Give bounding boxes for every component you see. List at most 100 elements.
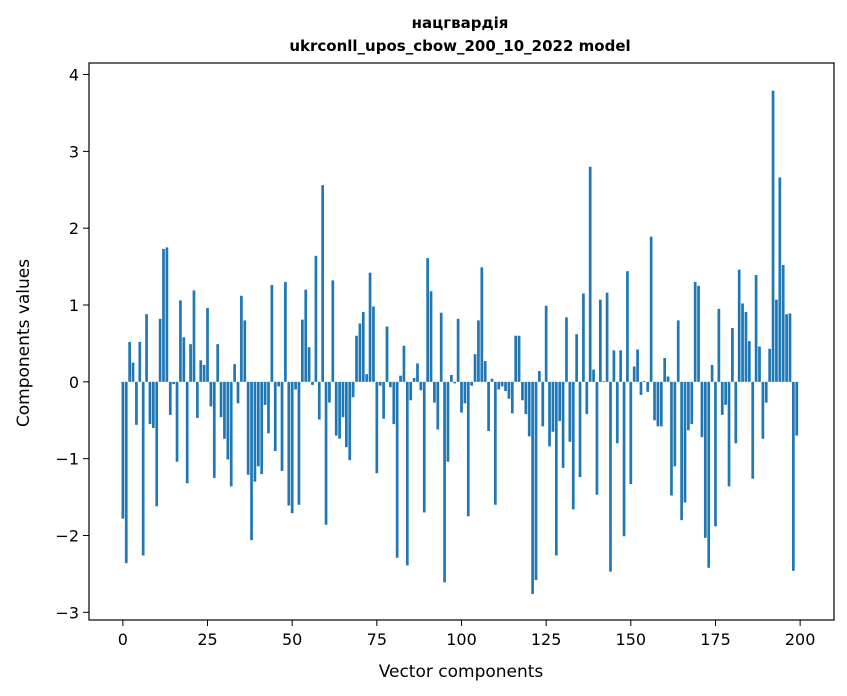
bar bbox=[473, 354, 477, 382]
bar bbox=[324, 381, 328, 525]
bar bbox=[656, 381, 660, 427]
bar bbox=[223, 381, 226, 439]
bar bbox=[372, 306, 375, 382]
bar bbox=[737, 269, 741, 382]
bar bbox=[256, 381, 260, 467]
bar bbox=[121, 381, 125, 519]
bar bbox=[714, 381, 717, 527]
bar bbox=[199, 360, 203, 382]
bar bbox=[568, 381, 572, 442]
bar bbox=[233, 364, 236, 382]
x-tick-label: 75 bbox=[367, 630, 387, 649]
bar bbox=[422, 381, 426, 513]
bar bbox=[449, 374, 453, 382]
bar bbox=[761, 381, 765, 439]
bar bbox=[541, 381, 545, 427]
bar bbox=[179, 300, 182, 382]
bar bbox=[317, 381, 321, 420]
bar bbox=[544, 305, 548, 382]
bar bbox=[182, 337, 186, 382]
bar bbox=[338, 381, 341, 439]
bar bbox=[731, 328, 734, 382]
bar bbox=[402, 345, 406, 382]
bar bbox=[636, 349, 639, 382]
bar bbox=[575, 334, 578, 382]
bar bbox=[578, 381, 582, 478]
bar bbox=[521, 381, 524, 401]
bar bbox=[470, 381, 474, 386]
bar bbox=[382, 381, 385, 419]
bar bbox=[517, 335, 521, 382]
bar bbox=[690, 381, 694, 425]
bar bbox=[659, 381, 663, 427]
bar bbox=[561, 381, 565, 468]
chart-subtitle: ukrconll_upos_cbow_200_10_2022 model bbox=[289, 37, 630, 55]
bar bbox=[626, 271, 629, 382]
bar bbox=[392, 381, 396, 425]
bar bbox=[598, 299, 602, 382]
bar bbox=[585, 381, 589, 415]
bar bbox=[507, 381, 511, 399]
bar bbox=[548, 381, 551, 447]
bar bbox=[632, 366, 636, 382]
x-tick-label: 25 bbox=[197, 630, 217, 649]
bar bbox=[747, 341, 751, 382]
bar bbox=[778, 177, 782, 382]
bar bbox=[768, 348, 772, 382]
bar bbox=[192, 290, 196, 382]
bar bbox=[226, 381, 230, 460]
bars-group bbox=[121, 90, 799, 594]
bar bbox=[514, 335, 518, 382]
bar bbox=[453, 381, 457, 384]
bar bbox=[683, 381, 687, 503]
bar bbox=[375, 381, 379, 474]
x-tick-label: 175 bbox=[700, 630, 731, 649]
bar bbox=[500, 381, 504, 387]
bar bbox=[612, 350, 616, 382]
y-tick-label: 2 bbox=[69, 219, 79, 238]
bar bbox=[433, 381, 436, 403]
y-tick-label: 1 bbox=[69, 296, 79, 315]
bar bbox=[510, 381, 514, 414]
bar bbox=[385, 326, 389, 382]
x-tick-label: 125 bbox=[531, 630, 562, 649]
bar bbox=[480, 267, 484, 382]
bar bbox=[429, 291, 433, 382]
bar bbox=[595, 381, 599, 495]
bar bbox=[609, 381, 612, 572]
bar bbox=[558, 381, 562, 422]
bar bbox=[456, 318, 460, 382]
bar bbox=[280, 381, 284, 471]
bar bbox=[260, 381, 264, 475]
bar bbox=[700, 381, 704, 438]
bar bbox=[165, 247, 169, 382]
bar bbox=[605, 292, 609, 382]
bar bbox=[720, 381, 724, 415]
bar bbox=[487, 381, 490, 432]
bar bbox=[497, 381, 501, 390]
bar bbox=[703, 381, 707, 538]
bar bbox=[466, 381, 470, 517]
bar bbox=[785, 314, 788, 382]
bar bbox=[687, 381, 690, 431]
bar bbox=[365, 374, 369, 382]
bar bbox=[321, 185, 325, 382]
bar bbox=[175, 381, 179, 462]
bar bbox=[565, 317, 568, 382]
y-axis-label: Components values bbox=[14, 259, 34, 427]
bar bbox=[331, 280, 335, 382]
bar bbox=[582, 293, 585, 382]
bar bbox=[358, 323, 362, 382]
bar bbox=[297, 381, 301, 505]
bar bbox=[345, 381, 348, 448]
bar bbox=[724, 381, 727, 405]
bar bbox=[416, 363, 419, 382]
bar bbox=[355, 335, 358, 382]
bar bbox=[168, 381, 172, 415]
bar bbox=[135, 381, 138, 425]
bar bbox=[334, 381, 338, 436]
bar bbox=[294, 381, 297, 390]
bar bbox=[717, 308, 721, 382]
bar bbox=[246, 381, 250, 475]
bar bbox=[524, 381, 528, 415]
